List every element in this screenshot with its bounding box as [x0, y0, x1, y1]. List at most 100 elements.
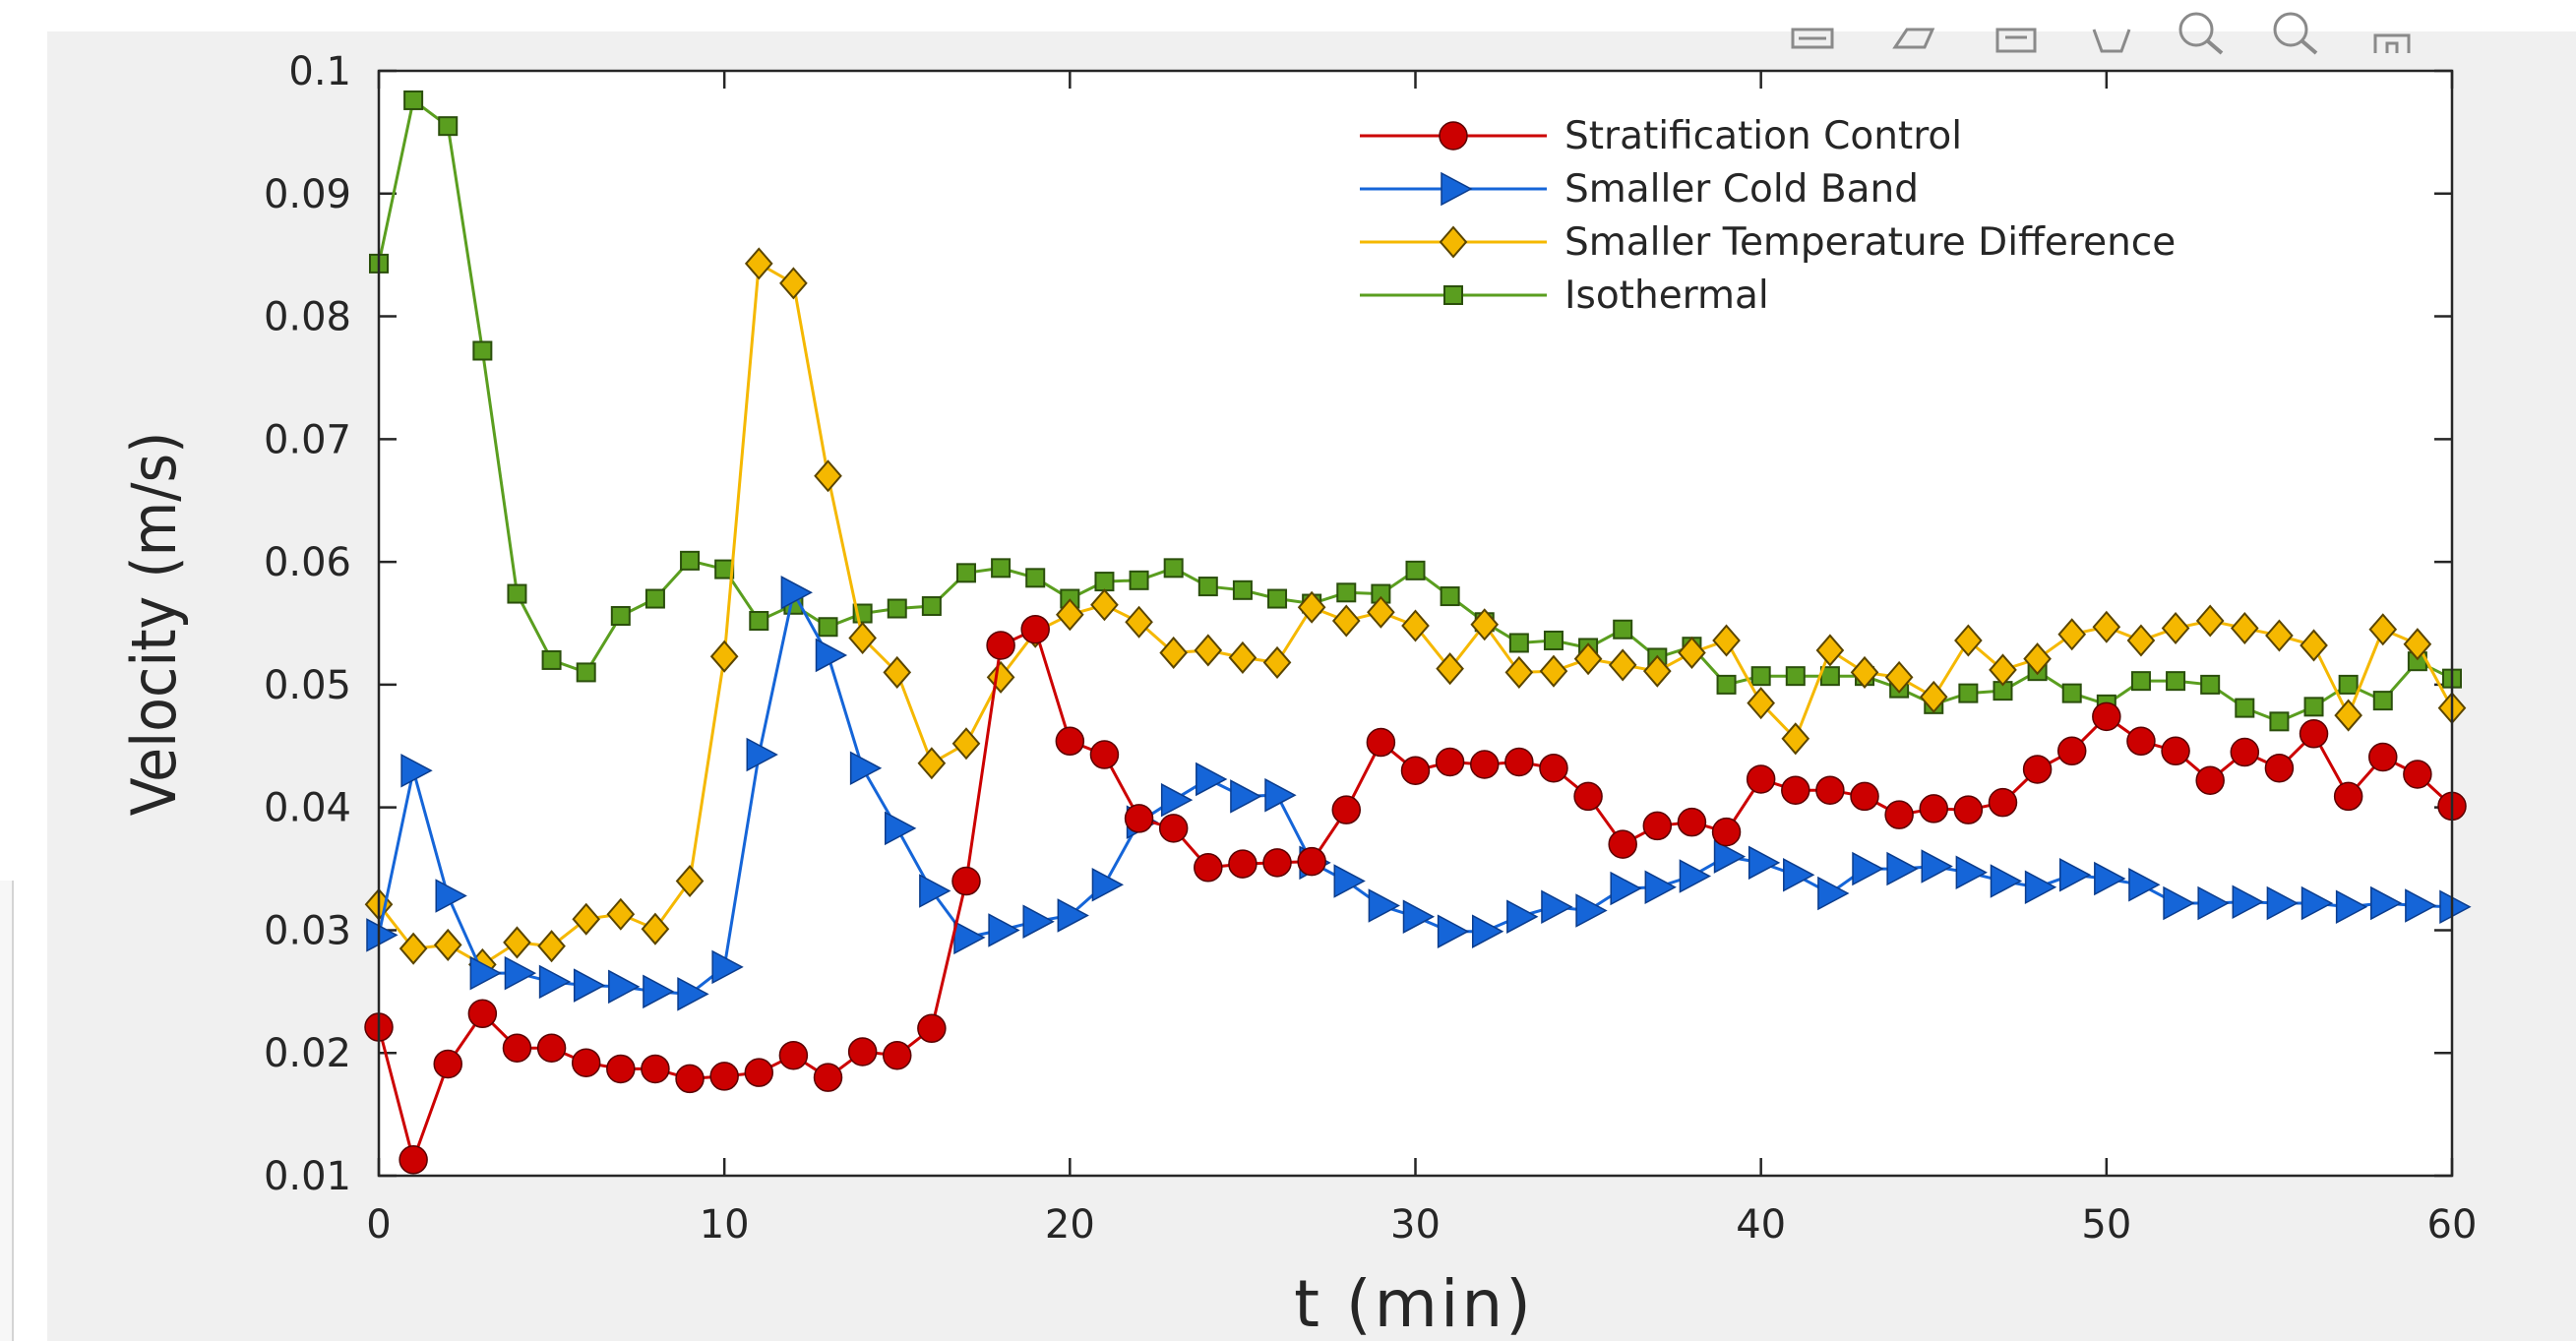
legend-marker: [1439, 121, 1468, 151]
data-point: [644, 588, 665, 609]
data-point: [2303, 697, 2324, 717]
data-point: [1405, 560, 1426, 580]
data-point: [1232, 579, 1253, 600]
y-tick-label: 0.04: [264, 786, 351, 831]
data-point: [709, 640, 739, 673]
brush-icon[interactable]: [1892, 28, 1935, 49]
data-point: [1785, 666, 1806, 687]
data-point: [1921, 849, 1953, 884]
x-tick-label: 30: [1390, 1202, 1441, 1248]
data-point: [1954, 624, 1983, 657]
data-point: [1988, 787, 2018, 818]
data-point: [1089, 740, 1120, 769]
data-point: [814, 459, 842, 493]
data-point: [606, 1054, 636, 1084]
y-tick-label: 0.08: [264, 295, 351, 340]
data-point: [1815, 775, 1845, 805]
legend-item: Smaller Cold Band: [1360, 167, 1919, 212]
data-point: [921, 596, 942, 617]
x-tick-label: 60: [2427, 1202, 2478, 1248]
data-point: [813, 1063, 843, 1092]
data-point: [2061, 683, 2082, 703]
data-point: [780, 576, 813, 610]
home-icon[interactable]: [2373, 33, 2411, 53]
data-point: [1336, 582, 1357, 603]
data-point: [2439, 889, 2472, 924]
data-point: [438, 116, 459, 137]
data-point: [2368, 742, 2398, 772]
data-point: [1850, 781, 1879, 812]
data-point: [435, 879, 467, 913]
data-point: [2230, 611, 2259, 645]
data-point: [1228, 849, 1257, 879]
data-point: [2266, 885, 2300, 921]
legend-item: Smaller Temperature Difference: [1360, 220, 2176, 265]
legend-item: Stratification Control: [1360, 114, 1962, 158]
y-tick-label: 0.03: [264, 908, 351, 953]
data-point: [883, 1040, 912, 1070]
data-point: [1197, 577, 1218, 597]
data-point: [1090, 588, 1119, 622]
data-point: [1440, 586, 1460, 607]
data-point: [1297, 846, 1326, 877]
zoom-out-icon[interactable]: [2273, 12, 2318, 55]
data-point: [572, 902, 601, 936]
data-point: [2300, 629, 2328, 662]
data-point: [749, 611, 769, 632]
data-point: [2195, 765, 2225, 795]
figure-top-strip: [0, 0, 2576, 31]
data-point: [1750, 666, 1771, 687]
data-point: [955, 563, 976, 583]
data-point: [2166, 671, 2186, 692]
data-point: [399, 1145, 428, 1175]
data-point: [744, 1058, 774, 1087]
data-point: [2024, 870, 2057, 905]
axes-box: [377, 69, 2454, 1178]
data-point: [711, 949, 744, 985]
x-axis-title: t (min): [1294, 1266, 1534, 1341]
data-point: [1990, 864, 2023, 898]
data-point: [2403, 628, 2432, 661]
data-point: [1230, 779, 1262, 814]
data-point: [847, 1037, 878, 1067]
data-point: [885, 811, 917, 846]
rotate-icon[interactable]: [2092, 29, 2131, 53]
data-point: [433, 1049, 462, 1079]
y-tick-label: 0.06: [264, 540, 351, 585]
data-point: [606, 897, 636, 931]
data-point: [709, 1062, 739, 1091]
data-point: [541, 649, 562, 670]
data-point: [1716, 674, 1737, 695]
data-point: [507, 583, 527, 604]
data-point: [2200, 674, 2221, 695]
data-point: [2023, 642, 2052, 676]
data-tip-icon[interactable]: [1995, 28, 2037, 53]
data-point: [744, 247, 773, 280]
data-point: [366, 918, 399, 952]
data-point: [2269, 711, 2290, 732]
data-point: [1022, 904, 1055, 939]
data-point: [1297, 590, 1326, 624]
legend: Stratification Control Smaller Cold Band S…: [1344, 102, 2387, 333]
legend-label: Smaller Cold Band: [1564, 167, 1919, 212]
data-point: [1469, 750, 1500, 779]
data-point: [988, 913, 1020, 947]
data-point: [2094, 861, 2126, 896]
export-icon[interactable]: [1791, 28, 1834, 49]
data-point: [2370, 885, 2403, 921]
data-point: [1196, 762, 1228, 797]
data-point: [1402, 899, 1436, 934]
data-point: [680, 550, 701, 571]
y-tick-label: 0.01: [264, 1154, 351, 1199]
data-point: [2264, 753, 2295, 783]
series-layer: [364, 90, 2472, 1175]
data-point: [2163, 885, 2195, 921]
data-point: [641, 1054, 670, 1084]
data-point: [1367, 595, 1395, 629]
data-point: [1610, 871, 1642, 906]
series-stratification-control: [364, 614, 2467, 1175]
data-point: [1539, 753, 1568, 783]
data-point: [1884, 800, 1914, 829]
data-point: [1852, 851, 1884, 886]
zoom-in-icon[interactable]: [2178, 12, 2224, 55]
